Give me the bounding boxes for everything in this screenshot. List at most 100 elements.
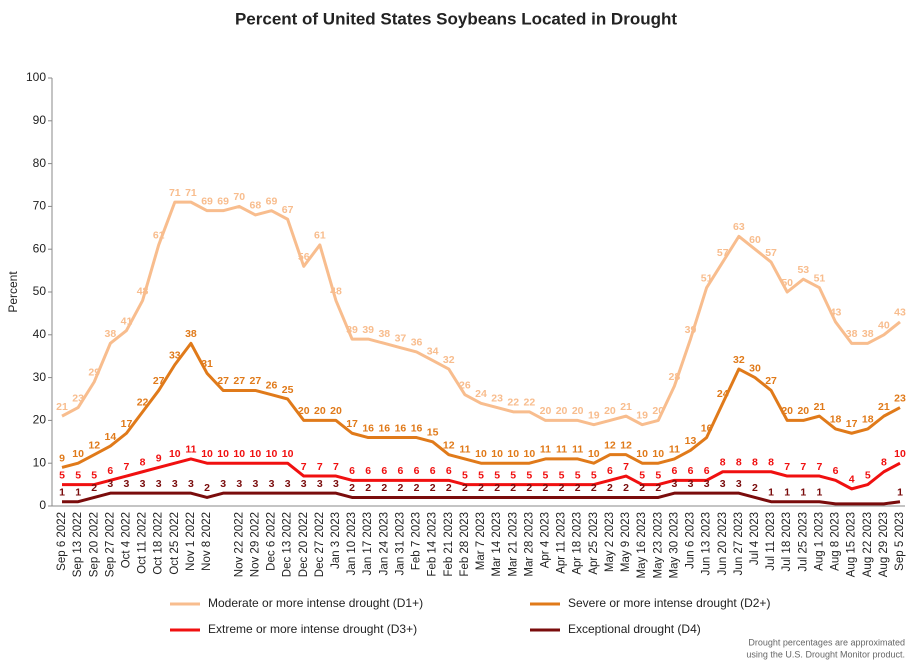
data-label: 1 [784,487,790,499]
data-label: 11 [669,444,680,456]
data-label: 2 [494,482,500,494]
data-label: 2 [623,482,629,494]
data-label: 41 [121,315,133,327]
x-tick-label: Jan 31 2023 [394,512,406,575]
x-tick-label: Jun 27 2023 [733,512,745,575]
data-label: 17 [846,418,858,430]
data-label: 20 [556,405,568,417]
data-label: 10 [507,448,519,460]
data-label: 3 [317,478,323,490]
data-label: 15 [427,427,439,439]
data-label: 3 [269,478,275,490]
data-label: 10 [217,448,229,460]
data-label: 2 [462,482,468,494]
data-label: 67 [282,204,294,216]
data-label: 20 [604,405,616,417]
data-label: 2 [752,482,758,494]
y-tick-label: 40 [33,327,47,341]
data-label: 12 [88,439,100,451]
data-label: 10 [652,448,664,460]
data-label: 71 [169,187,181,199]
data-label: 50 [781,277,793,289]
x-tick-label: Jun 13 2023 [701,512,713,575]
data-label: 43 [894,307,906,319]
data-label: 26 [459,380,471,392]
y-axis-label: Percent [6,271,20,313]
data-label: 17 [121,418,133,430]
data-label: 3 [720,478,726,490]
data-label: 39 [685,324,697,336]
series-line [62,457,901,491]
x-tick-label: Jul 18 2023 [781,512,793,571]
data-label: 2 [559,482,565,494]
data-label: 3 [736,478,742,490]
data-label: 16 [395,422,407,434]
data-label: 21 [878,401,890,413]
x-tick-label: Jan 17 2023 [362,512,374,575]
data-label: 20 [781,405,793,417]
x-tick-label: Feb 7 2023 [411,512,423,570]
data-label: 2 [510,482,516,494]
data-label: 6 [671,465,677,477]
data-label: 48 [330,285,342,297]
data-label: 23 [72,392,84,404]
data-label: 2 [365,482,371,494]
data-label: 38 [846,328,858,340]
data-label: 53 [797,264,809,276]
x-tick-label: Nov 22 2022 [233,512,245,577]
y-tick-label: 50 [33,284,47,298]
data-label: 3 [301,478,307,490]
data-label: 2 [607,482,613,494]
data-label: 28 [669,371,681,383]
data-label: 13 [685,435,697,447]
y-tick-label: 60 [33,241,47,255]
x-tick-label: Dec 27 2022 [314,512,326,577]
data-label: 8 [881,457,887,469]
x-tick-label: Sep 20 2022 [88,512,100,577]
data-label: 56 [298,251,310,263]
data-label: 8 [140,457,146,469]
data-label: 21 [620,401,632,413]
data-label: 16 [362,422,374,434]
data-label: 2 [204,482,210,494]
data-label: 71 [185,187,197,199]
x-tick-label: Feb 28 2023 [459,512,471,577]
x-tick-label: Apr 11 2023 [556,512,568,574]
data-label: 51 [701,273,713,285]
data-label: 38 [378,328,390,340]
data-label: 1 [897,487,903,499]
data-label: 10 [588,448,600,460]
x-tick-label: Mar 7 2023 [475,512,487,570]
data-label: 17 [346,418,358,430]
x-tick-label: Aug 22 2023 [862,512,874,577]
data-label: 2 [543,482,549,494]
data-label: 27 [153,375,165,387]
data-label: 34 [427,345,439,357]
data-label: 11 [572,444,583,456]
y-tick-label: 0 [39,498,46,512]
x-tick-label: Feb 21 2023 [443,512,455,577]
data-label: 11 [185,444,196,456]
data-label: 12 [620,439,632,451]
data-label: 6 [833,465,839,477]
x-tick-label: Aug 1 2023 [813,512,825,571]
data-label: 6 [107,465,113,477]
x-tick-label: Apr 25 2023 [588,512,600,575]
data-label: 10 [266,448,278,460]
x-tick-label: Jan 24 2023 [378,512,390,575]
data-label: 19 [636,409,648,421]
data-label: 3 [188,478,194,490]
data-label: 32 [733,354,745,366]
data-label: 5 [639,469,645,481]
x-tick-label: Jul 11 2023 [765,512,777,571]
x-tick-label: Jul 4 2023 [749,512,761,565]
data-label: 22 [524,397,536,409]
x-tick-label: May 30 2023 [668,512,680,579]
data-label: 2 [591,482,597,494]
x-tick-label: May 9 2023 [620,512,632,572]
x-tick-label: Nov 1 2022 [185,512,197,571]
data-label: 16 [411,422,423,434]
x-tick-label: Jun 20 2023 [717,512,729,575]
x-tick-label: Dec 13 2022 [282,512,294,577]
x-tick-label: Sep 6 2022 [56,512,68,571]
